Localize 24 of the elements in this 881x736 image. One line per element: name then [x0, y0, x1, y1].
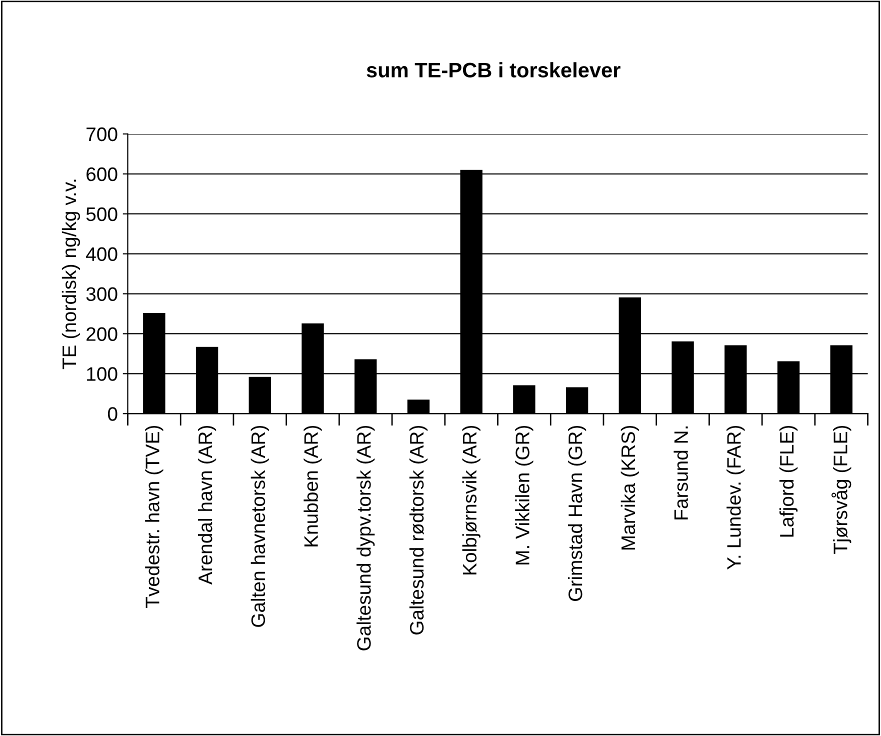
x-tick-label: Tjørsvåg (FLE) [832, 426, 852, 554]
x-tick-label: Y. Lundev. (FAR) [726, 426, 745, 570]
y-tick-label: 100 [87, 367, 118, 381]
x-tick-label: Marvika (KRS) [620, 426, 639, 550]
x-tick-label: Galten havnetorsk (AR) [250, 426, 269, 627]
x-tick-label: Farsund N. [674, 426, 688, 520]
x-tick-label: Knubben (AR) [304, 426, 322, 546]
y-tick-label: 600 [86, 167, 118, 182]
x-tick-label: M. Vikkilen (GR) [515, 426, 534, 564]
x-tick-label: Tvedestr. havn (TVE) [145, 426, 164, 608]
x-tick-label: Galtesund rødtorsk (AR) [409, 426, 428, 634]
y-tick-label: 500 [86, 207, 118, 222]
x-tick-label: Kolbjørnsvik (AR) [462, 426, 480, 574]
y-axis-title: TE (nordisk) ng/kg v.v. [62, 180, 80, 370]
y-tick-label: 200 [86, 327, 118, 341]
x-tick-label: Arendal havn (AR) [198, 426, 216, 585]
y-tick-label: 400 [86, 247, 118, 262]
y-tick-label: 0 [108, 407, 118, 421]
y-tick-label: 700 [86, 127, 118, 142]
y-tick-label: 300 [86, 287, 118, 302]
x-tick-label: Grimstad Havn (GR) [568, 426, 586, 601]
x-tick-label: Lafjord (FLE) [779, 426, 798, 537]
chart-title: sum TE-PCB i torskelever [366, 62, 620, 78]
x-tick-label: Galtesund dypv.torsk (AR) [356, 426, 375, 650]
